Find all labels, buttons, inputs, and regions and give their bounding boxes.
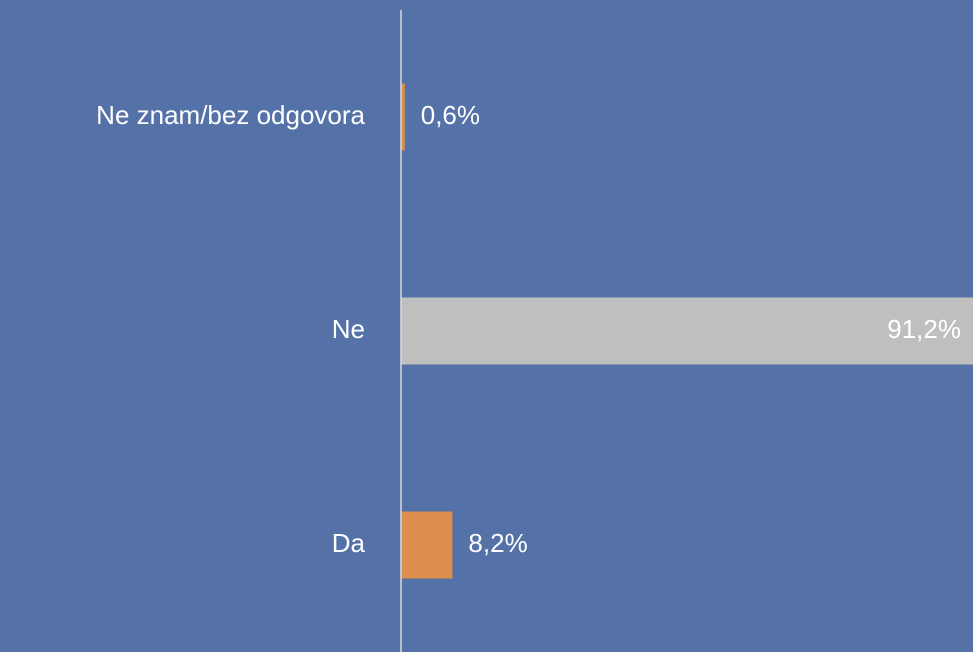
category-label: Da	[332, 528, 366, 558]
category-label: Ne znam/bez odgovora	[96, 100, 365, 130]
data-label: 8,2%	[468, 528, 527, 558]
bar	[401, 297, 973, 365]
data-label: 0,6%	[421, 100, 480, 130]
category-label: Ne	[332, 314, 365, 344]
data-label: 91,2%	[887, 314, 961, 344]
bar	[401, 511, 453, 579]
bar	[401, 83, 405, 151]
